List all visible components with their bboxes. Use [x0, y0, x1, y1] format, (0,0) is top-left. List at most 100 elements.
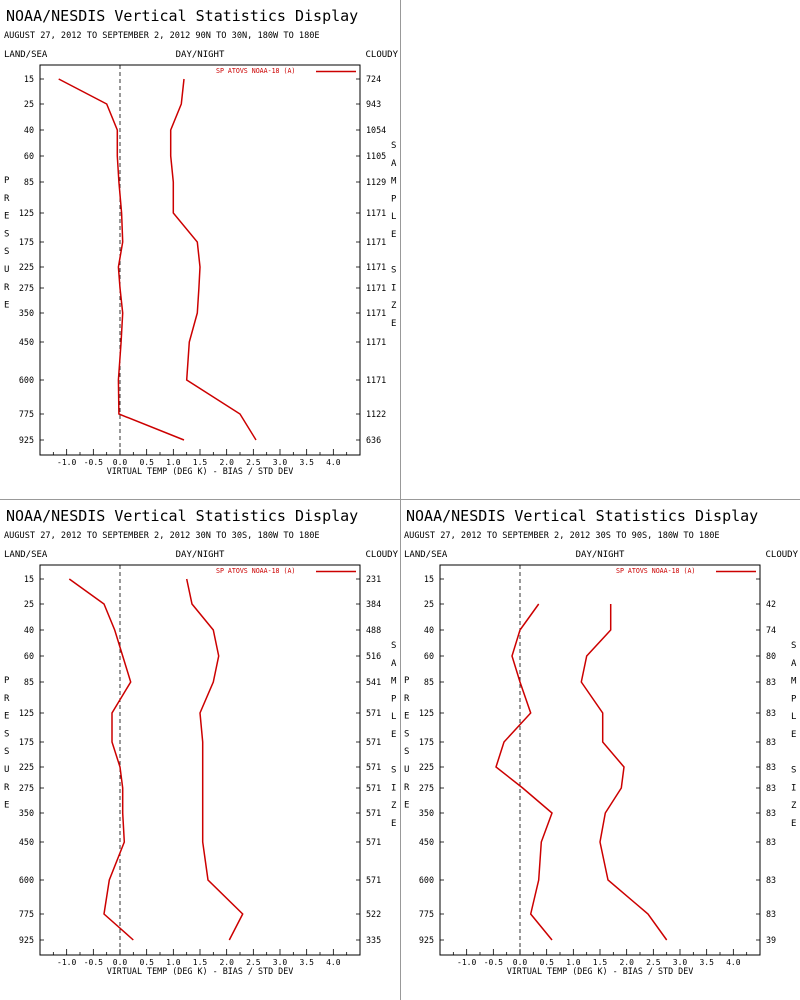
- legend-label: SP ATOVS NOAA-18 (A): [616, 567, 695, 575]
- sample-size-label: 384: [366, 599, 381, 609]
- pressure-axis-letter: S: [4, 229, 9, 239]
- chart-title: NOAA/NESDIS Vertical Statistics Display: [406, 507, 758, 525]
- x-tick-label: 4.0: [326, 958, 341, 967]
- pressure-level-label: 40: [24, 625, 34, 635]
- sample-size-label: 83: [766, 808, 776, 818]
- sample-size-label: 1171: [366, 262, 386, 272]
- chart-title: NOAA/NESDIS Vertical Statistics Display: [6, 507, 358, 525]
- plot-frame: [439, 564, 761, 956]
- x-axis-label: VIRTUAL TEMP (DEG K) - BIAS / STD DEV: [507, 966, 694, 976]
- pressure-level-label: 15: [424, 574, 434, 584]
- pressure-axis-letter: S: [4, 729, 9, 739]
- pressure-level-label: 600: [19, 375, 34, 385]
- column-header-cloudy: CLOUDY: [365, 550, 398, 560]
- sample-size-label: 571: [366, 708, 381, 718]
- pressure-level-label: 450: [19, 337, 34, 347]
- pressure-level-label: 275: [19, 783, 34, 793]
- x-tick-label: 0.0: [113, 458, 128, 467]
- sample-size-axis-letter: M: [391, 677, 397, 687]
- pressure-level-label: 85: [24, 177, 34, 187]
- pressure-level-label: 275: [19, 283, 34, 293]
- sample-size-axis-letter: I: [391, 783, 396, 793]
- column-header-land-sea: LAND/SEA: [404, 550, 448, 560]
- column-header-day-night: DAY/NIGHT: [176, 50, 225, 60]
- std-dev-series-line: [169, 78, 257, 441]
- sample-size-axis-letter: P: [391, 194, 397, 204]
- x-tick-label: -0.5: [484, 958, 503, 967]
- sample-size-axis-letter: S: [391, 266, 396, 276]
- sample-size-axis-letter: A: [391, 159, 397, 169]
- legend-label: SP ATOVS NOAA-18 (A): [216, 67, 295, 75]
- pressure-axis-letter: E: [4, 801, 9, 811]
- pressure-level-label: 15: [24, 574, 34, 584]
- x-axis-label: VIRTUAL TEMP (DEG K) - BIAS / STD DEV: [107, 466, 294, 476]
- sample-size-label: 1171: [366, 283, 386, 293]
- x-tick-label: 3.0: [273, 458, 288, 467]
- bias-series-line: [495, 603, 553, 941]
- sample-size-axis-letter: L: [391, 712, 396, 722]
- pressure-level-label: 600: [419, 875, 434, 885]
- x-tick-label: 3.0: [273, 958, 288, 967]
- pressure-level-label: 350: [19, 808, 34, 818]
- pressure-level-label: 450: [419, 837, 434, 847]
- pressure-level-label: 85: [424, 677, 434, 687]
- pressure-level-label: 775: [19, 409, 34, 419]
- sample-size-axis-letter: A: [391, 659, 397, 669]
- legend-label: SP ATOVS NOAA-18 (A): [216, 567, 295, 575]
- sample-size-axis-letter: A: [791, 659, 797, 669]
- pressure-level-label: 25: [24, 599, 34, 609]
- x-tick-label: 4.0: [326, 458, 341, 467]
- x-tick-label: 2.0: [619, 958, 634, 967]
- sample-size-axis-letter: L: [391, 212, 396, 222]
- x-tick-label: -1.0: [57, 958, 76, 967]
- chart-panel-3: NOAA/NESDIS Vertical Statistics Display A…: [400, 500, 800, 1000]
- pressure-axis-letter: U: [4, 765, 9, 775]
- x-tick-label: 3.0: [673, 958, 688, 967]
- sample-size-label: 1054: [366, 125, 386, 135]
- x-axis-label: VIRTUAL TEMP (DEG K) - BIAS / STD DEV: [107, 966, 294, 976]
- sample-size-label: 943: [366, 99, 381, 109]
- chart-subtitle: AUGUST 27, 2012 TO SEPTEMBER 2, 2012 30N…: [4, 531, 320, 541]
- chart-title: NOAA/NESDIS Vertical Statistics Display: [6, 7, 358, 25]
- sample-size-axis-letter: M: [791, 677, 797, 687]
- sample-size-axis-letter: S: [791, 641, 796, 651]
- sample-size-label: 541: [366, 677, 381, 687]
- sample-size-axis-letter: I: [791, 783, 796, 793]
- sample-size-label: 231: [366, 574, 381, 584]
- sample-size-axis-letter: E: [391, 230, 396, 240]
- x-tick-label: 0.0: [113, 958, 128, 967]
- chart-subtitle: AUGUST 27, 2012 TO SEPTEMBER 2, 2012 30S…: [404, 531, 720, 541]
- pressure-level-label: 60: [424, 651, 434, 661]
- pressure-axis-letter: R: [4, 283, 10, 293]
- x-tick-label: 2.5: [646, 958, 661, 967]
- sample-size-label: 1171: [366, 375, 386, 385]
- pressure-axis-letter: E: [404, 801, 409, 811]
- sample-size-label: 74: [766, 625, 776, 635]
- pressure-level-label: 25: [424, 599, 434, 609]
- sample-size-label: 571: [366, 875, 381, 885]
- sample-size-axis-letter: M: [391, 177, 397, 187]
- pressure-axis-letter: R: [4, 694, 10, 704]
- pressure-axis-letter: S: [4, 247, 9, 257]
- x-tick-label: 3.5: [299, 458, 314, 467]
- chart-svg: NOAA/NESDIS Vertical Statistics Display A…: [4, 507, 399, 976]
- pressure-axis-letter: E: [4, 301, 9, 311]
- pressure-axis-letter: P: [4, 676, 10, 686]
- sample-size-axis-letter: E: [791, 819, 796, 829]
- pressure-level-label: 600: [19, 875, 34, 885]
- sample-size-label: 522: [366, 909, 381, 919]
- sample-size-axis-letter: Z: [791, 801, 797, 811]
- sample-size-label: 83: [766, 909, 776, 919]
- x-tick-label: 1.5: [193, 458, 208, 467]
- x-tick-label: 0.5: [139, 458, 154, 467]
- sample-size-axis-letter: Z: [391, 801, 397, 811]
- pressure-axis-letter: E: [404, 712, 409, 722]
- pressure-level-label: 775: [19, 909, 34, 919]
- sample-size-axis-letter: S: [391, 141, 396, 151]
- pressure-axis-letter: P: [404, 676, 410, 686]
- bias-series-line: [68, 578, 134, 941]
- sample-size-label: 516: [366, 651, 381, 661]
- sample-size-axis-letter: E: [391, 730, 396, 740]
- x-tick-label: 3.5: [699, 958, 714, 967]
- pressure-axis-letter: U: [4, 265, 9, 275]
